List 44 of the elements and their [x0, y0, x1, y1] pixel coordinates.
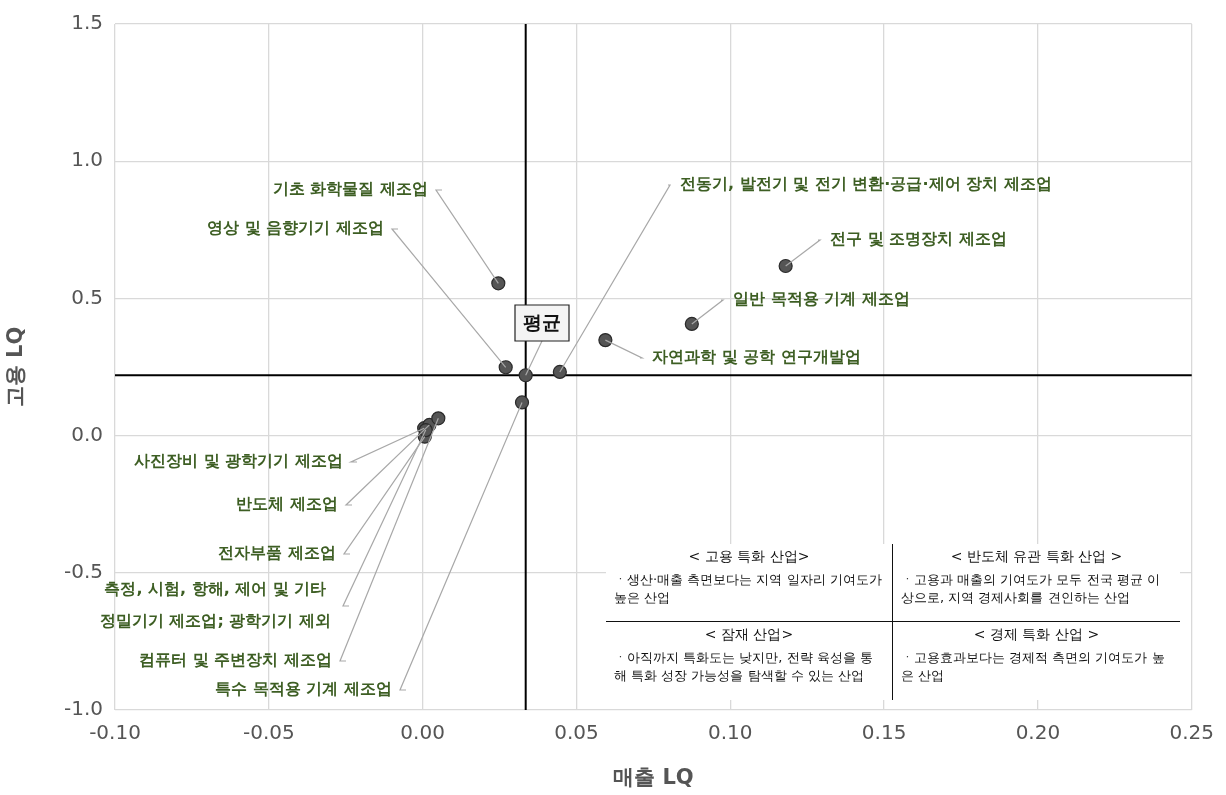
y-tick-label: 1.0: [71, 147, 103, 172]
point: [598, 333, 613, 348]
point: [498, 360, 513, 375]
annotation: 전동기, 발전기 및 전기 변환·공급·제어 장치 제조업: [680, 174, 1052, 194]
x-tick-label: 0.20: [1015, 720, 1061, 745]
x-tick-label: 0.15: [861, 720, 907, 745]
annotation: 일반 목적용 기계 제조업: [733, 289, 910, 309]
y-axis-title: 고용 LQ: [3, 326, 28, 408]
annotation: < 경제 특화 산업 >: [972, 625, 1101, 644]
x-tick-label: 0.10: [708, 720, 753, 745]
annotation: < 잠재 산업>: [703, 625, 795, 644]
annotation: 전자부품 제조업: [218, 543, 336, 563]
annotation: 전구 및 조명장치 제조업: [830, 229, 1007, 249]
annotation: 평균: [523, 310, 561, 333]
point: [491, 276, 506, 291]
annotation: 특수 목적용 기계 제조업: [215, 679, 392, 699]
annotation: 반도체 제조업: [236, 494, 338, 514]
annotation: ㆍ고용과 매출의 기여도가 모두 전국 평균 이상으로, 지역 경제사회를 견인하는 산업: [901, 571, 1161, 607]
annotation: 사진장비 및 광학기기 제조업: [134, 451, 343, 471]
annotation: 자연과학 및 공학 연구개발업: [652, 347, 861, 367]
x-tick-label: 0.05: [554, 720, 599, 745]
y-tick-label: -1.0: [63, 696, 103, 721]
x-tick-label: 0.00: [400, 720, 445, 745]
point: [431, 411, 446, 426]
point: [684, 316, 699, 332]
annotation: ㆍ생산·매출 측면보다는 지역 일자리 기여도가 높은 산업: [614, 571, 883, 607]
x-tick-label: -0.10: [89, 720, 141, 745]
y-tick-label: 0.5: [71, 284, 103, 309]
point: [552, 364, 567, 380]
point: [518, 368, 533, 383]
annotation: < 반도체 유관 특화 산업 >: [949, 547, 1124, 566]
annotation: < 고용 특화 산업>: [687, 547, 811, 566]
x-tick-label: -0.05: [242, 720, 295, 745]
annotation: 영상 및 음향기기 제조업: [207, 218, 384, 238]
y-tick-label: 1.5: [71, 10, 103, 35]
x-axis-title: 매출 LQ: [613, 764, 694, 789]
annotation: 기초 화학물질 제조업: [272, 179, 428, 199]
x-tick-label: 0.25: [1169, 720, 1214, 745]
point: [778, 258, 793, 274]
annotation: ㆍ고용효과보다는 경제적 측면의 기여도가 높은 산업: [901, 649, 1166, 685]
annotation: ㆍ아직까지 특화도는 낮지만, 전략 육성을 통해 특화 성장 가능성을 탐색할 수 있는 산업: [614, 649, 874, 685]
annotation: 컴퓨터 및 주변장치 제조업: [139, 650, 332, 670]
y-tick-label: 0.0: [71, 421, 103, 446]
point: [514, 395, 530, 410]
